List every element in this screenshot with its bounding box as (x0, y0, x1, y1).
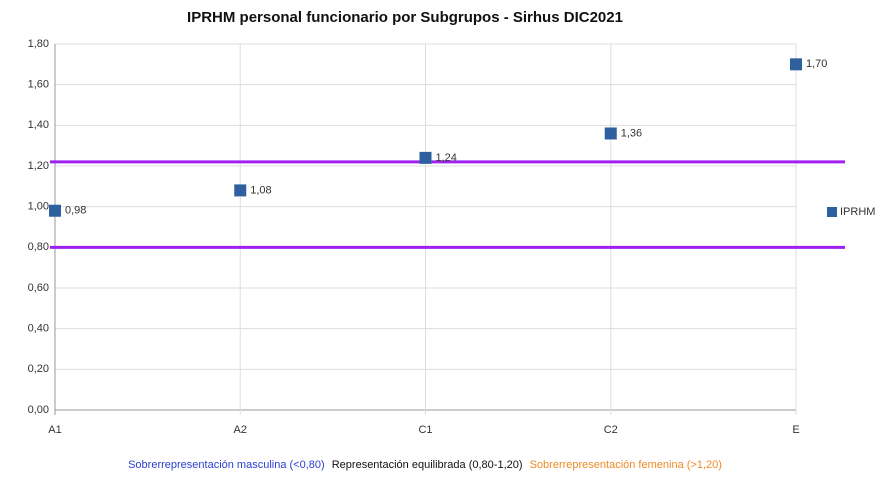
data-label: 1,36 (621, 127, 642, 139)
note-equilibrada: Representación equilibrada (0,80-1,20) (332, 459, 523, 471)
legend-label: IPRHM (840, 206, 875, 218)
y-tick-label: 1,00 (28, 201, 49, 213)
marker (234, 184, 247, 197)
x-tick-label: A1 (48, 424, 61, 436)
note-masculina: Sobrerrepresentación masculina (<0,80) (128, 459, 325, 471)
y-tick-label: 0,80 (28, 241, 49, 253)
data-label: 1,08 (250, 184, 271, 196)
footnote: Sobrerrepresentación masculina (<0,80) R… (128, 459, 722, 471)
x-tick-label: C2 (604, 424, 618, 436)
note-femenina: Sobrerrepresentación femenina (>1,20) (530, 459, 722, 471)
y-tick-label: 1,80 (28, 38, 49, 50)
marker (419, 151, 432, 164)
marker (604, 127, 617, 140)
x-tick-label: C1 (418, 424, 432, 436)
chart-title: IPRHM personal funcionario por Subgrupos… (187, 9, 623, 26)
y-tick-label: 1,60 (28, 79, 49, 91)
marker (790, 58, 802, 71)
data-label: 1,24 (436, 152, 457, 164)
y-tick-label: 1,40 (28, 119, 49, 131)
data-label: 1,70 (806, 58, 827, 70)
marker (49, 204, 61, 217)
x-tick-label: E (792, 424, 799, 436)
x-tick-label: A2 (234, 424, 247, 436)
legend-marker (827, 207, 837, 217)
y-tick-label: 1,20 (28, 160, 49, 172)
y-tick-label: 0,00 (28, 404, 49, 416)
y-tick-label: 0,40 (28, 323, 49, 335)
data-label: 0,98 (65, 205, 86, 217)
y-tick-label: 0,20 (28, 363, 49, 375)
y-tick-label: 0,60 (28, 282, 49, 294)
